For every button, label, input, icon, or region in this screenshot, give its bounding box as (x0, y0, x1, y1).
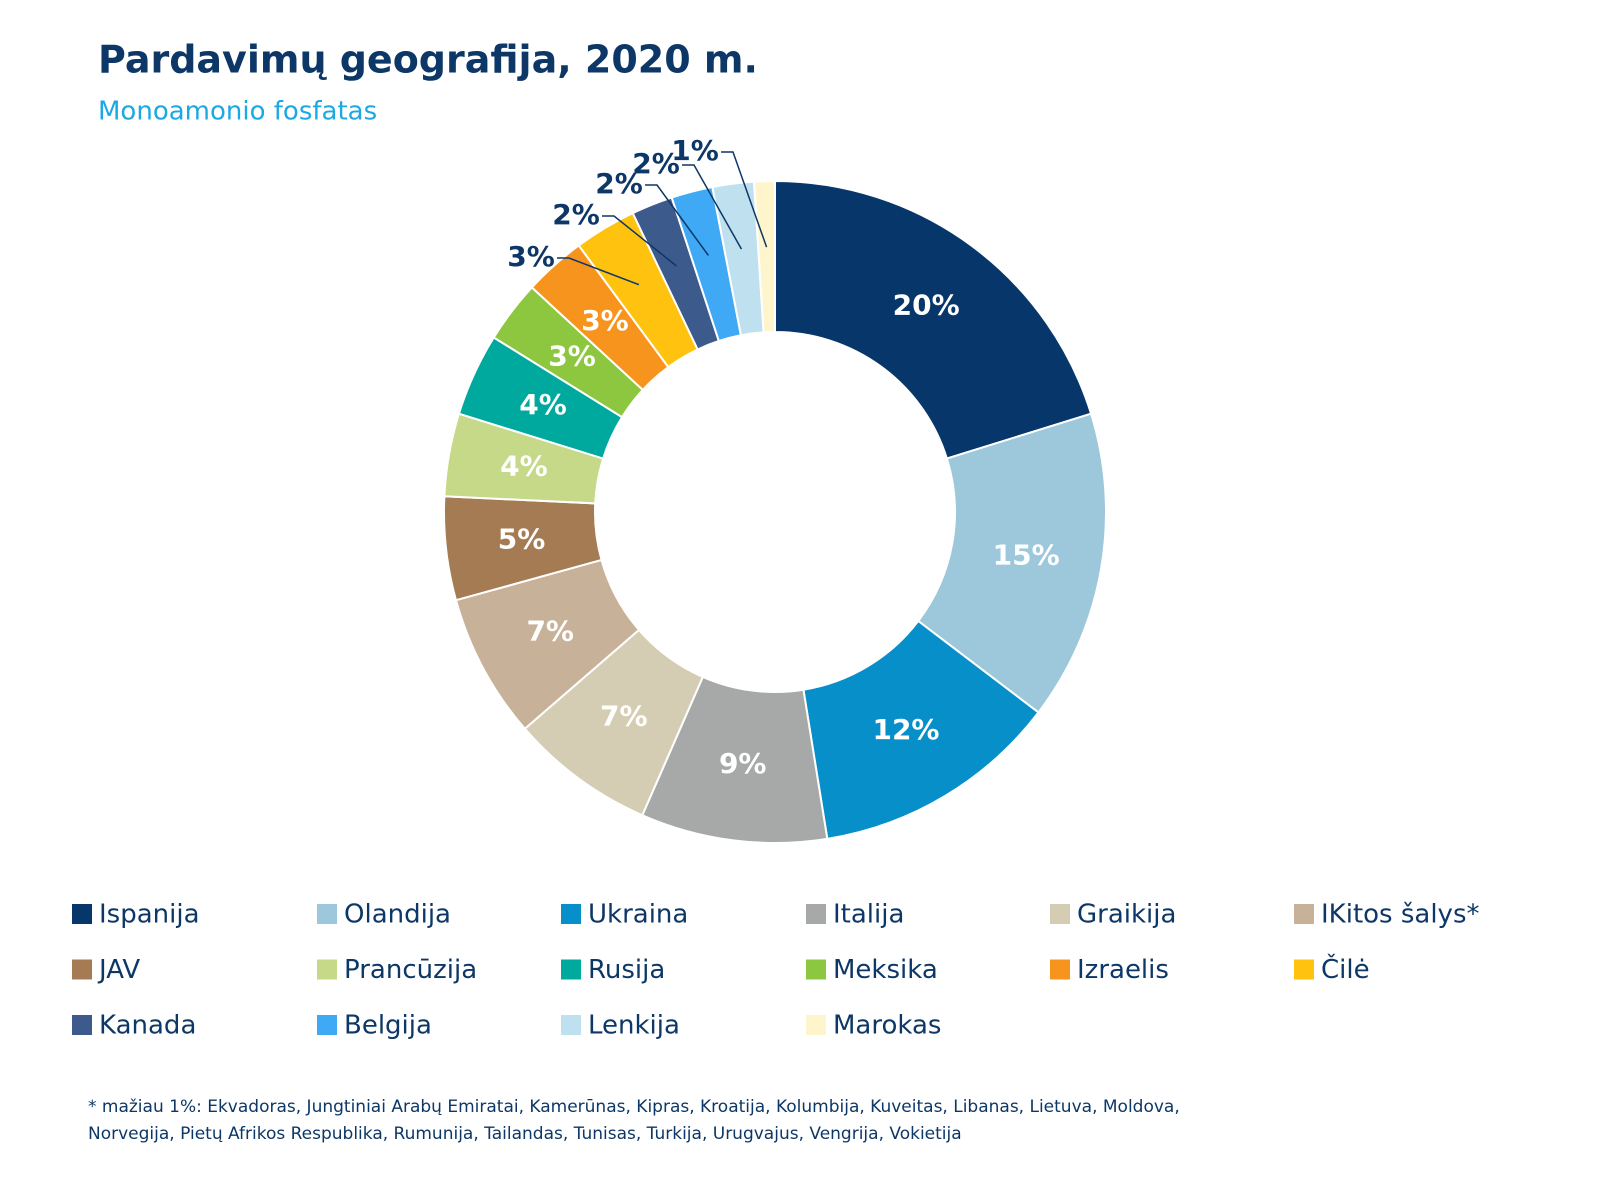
legend-label: Olandija (344, 900, 451, 930)
leader-line (602, 215, 677, 267)
data-label: 3% (548, 340, 596, 373)
legend-label: JAV (97, 955, 140, 985)
legend-swatch (317, 959, 337, 980)
footnote: Norvegija, Pietų Afrikos Respublika, Rum… (88, 1124, 962, 1144)
legend-label: Lenkija (588, 1011, 680, 1041)
slice (774, 179, 1093, 460)
legend-label: Prancūzija (344, 955, 477, 985)
data-label: 1% (671, 134, 719, 167)
legend-label: Kanada (99, 1011, 196, 1041)
legend-swatch (72, 959, 92, 980)
data-label: 9% (719, 747, 767, 780)
legend-label: Meksika (833, 955, 938, 985)
legend-swatch (72, 904, 92, 924)
slice (916, 412, 1107, 714)
data-label: 3% (581, 304, 629, 337)
legend-swatch (806, 1015, 826, 1035)
leader-line (557, 257, 640, 286)
legend-label: IKitos šalys* (1321, 900, 1480, 930)
data-label: 12% (872, 713, 939, 746)
legend-swatch (1050, 959, 1070, 980)
legend-swatch (317, 1015, 337, 1035)
data-label: 4% (519, 388, 567, 421)
data-label: 2% (632, 147, 680, 180)
legend-swatch (1294, 904, 1314, 924)
legend-label: Ukraina (588, 900, 688, 930)
data-label: 3% (507, 240, 555, 273)
legend-swatch (317, 904, 337, 924)
legend-swatch (1050, 904, 1070, 924)
data-label: 5% (498, 522, 546, 555)
leader-line (682, 164, 743, 250)
legend-swatch (561, 959, 581, 980)
legend-label: Rusija (588, 955, 665, 985)
legend-swatch (561, 1015, 581, 1035)
legend-label: Marokas (833, 1011, 941, 1041)
legend-swatch (72, 1015, 92, 1035)
data-label: 7% (526, 614, 574, 647)
legend-swatch (806, 959, 826, 980)
legend-label: Ispanija (99, 900, 200, 930)
legend-label: Italija (833, 900, 904, 930)
data-label: 4% (500, 450, 548, 483)
leader-line (645, 184, 710, 256)
legend-label: Graikija (1077, 900, 1176, 930)
legend-label: Čilė (1321, 953, 1370, 985)
legend-swatch (1294, 959, 1314, 980)
slice (752, 179, 776, 334)
footnote: * mažiau 1%: Ekvadoras, Jungtiniai Arabų… (88, 1097, 1180, 1117)
legend-swatch (561, 904, 581, 924)
data-label: 2% (595, 167, 643, 200)
data-label: 7% (600, 699, 648, 732)
chart-title: Pardavimų geografija, 2020 m. (98, 38, 758, 82)
data-label: 2% (552, 198, 600, 231)
leader-line (721, 151, 768, 248)
legend-label: Belgija (344, 1011, 432, 1041)
legend-swatch (806, 904, 826, 924)
data-label: 20% (893, 289, 960, 322)
data-label: 15% (993, 538, 1060, 571)
chart-subtitle: Monoamonio fosfatas (98, 97, 377, 127)
legend-label: Izraelis (1077, 955, 1169, 985)
